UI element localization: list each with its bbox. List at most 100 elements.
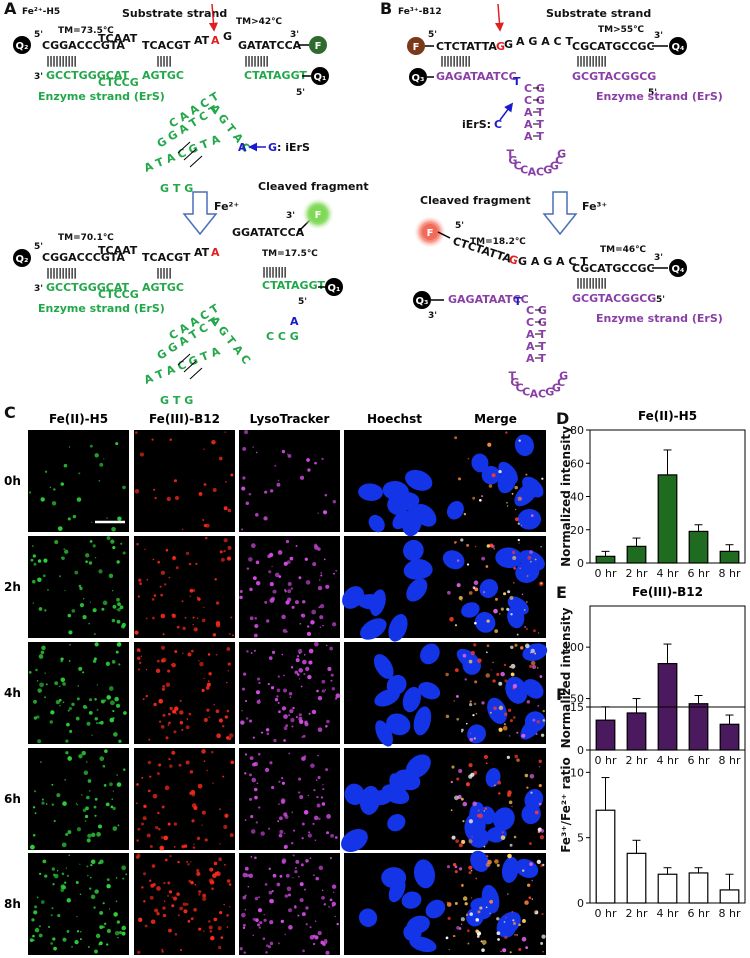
vesicle [152, 558, 155, 561]
vesicle [465, 782, 470, 787]
vesicle [290, 587, 293, 590]
vesicle [452, 935, 455, 937]
vesicle [308, 712, 311, 715]
vesicle [197, 597, 201, 601]
vesicle [78, 666, 83, 671]
vesicle [81, 750, 86, 756]
vesicle [302, 600, 306, 604]
vesicle [291, 811, 294, 814]
f: F [556, 685, 567, 704]
vesicle [260, 831, 265, 836]
pairs-right: |||||||||| [576, 54, 606, 67]
bar [719, 889, 740, 904]
vesicle [536, 859, 541, 864]
tm: TM=18.2℃ [470, 237, 526, 247]
vesicle [209, 880, 215, 885]
vesicle [460, 599, 463, 602]
vesicle [96, 832, 101, 837]
vesicle [241, 912, 246, 918]
vesicle [57, 526, 63, 531]
yticks: 100 [563, 641, 584, 654]
nucleus [474, 611, 496, 633]
vesicle [318, 865, 324, 871]
vesicle [228, 733, 234, 738]
vesicle [302, 659, 307, 665]
vesicle [167, 894, 169, 897]
label: C [4, 403, 16, 422]
vesicle [41, 798, 44, 801]
vesicle [228, 883, 232, 886]
vesicle [33, 562, 37, 566]
vesicle [164, 858, 168, 862]
vesicle [64, 778, 67, 781]
vesicle [175, 712, 178, 715]
vesicle [151, 616, 155, 620]
vesicle [524, 643, 530, 649]
vesicle [458, 595, 463, 601]
vesicle [177, 860, 180, 864]
vesicle [335, 569, 338, 572]
vesicle [49, 486, 51, 489]
vesicle [482, 590, 486, 594]
vesicle [248, 873, 254, 878]
vesicle [274, 697, 279, 702]
vesicle [256, 782, 259, 785]
vesicle [76, 827, 82, 832]
vesicle [82, 808, 87, 812]
vesicle [223, 549, 226, 553]
bar [657, 873, 678, 904]
vesicle [312, 822, 315, 825]
enz-three: 3' [34, 72, 43, 82]
vesicle [44, 470, 48, 473]
sub-bulge: TCAAT [98, 32, 138, 45]
vesicle [208, 925, 213, 930]
vesicle [201, 824, 203, 826]
vesicle [36, 896, 39, 899]
vesicle [145, 668, 148, 671]
vesicle [214, 578, 217, 581]
vesicle [486, 651, 488, 654]
categories: 6 hr [688, 567, 710, 580]
nucleus [403, 539, 424, 561]
iers-label: : iErS [277, 141, 310, 154]
vesicle [50, 710, 55, 715]
vesicle [314, 461, 317, 465]
vesicle [268, 827, 271, 830]
enz-five: 5' [656, 295, 665, 305]
vesicle [314, 920, 317, 922]
vesicle [255, 451, 258, 454]
vesicle [220, 936, 224, 939]
categories: 0 hr [595, 754, 617, 767]
vesicle [303, 888, 306, 891]
vesicle [106, 878, 110, 881]
vesicle [469, 702, 473, 707]
vesicle [540, 546, 542, 548]
vesicle [205, 536, 208, 540]
vesicle [481, 701, 485, 705]
vesicle [466, 543, 470, 547]
vesicle [151, 598, 155, 601]
vesicle [303, 810, 309, 815]
connector [183, 148, 197, 161]
rows: 8h [4, 897, 21, 911]
vesicle [32, 934, 35, 938]
vesicle [116, 597, 120, 602]
vesicle [476, 935, 480, 938]
sub-spaced: A G A C T [516, 35, 573, 48]
vesicle [243, 923, 246, 927]
vesicle [264, 767, 270, 773]
vesicle [161, 805, 165, 809]
yticks: 15 [570, 701, 584, 714]
vesicle [461, 839, 466, 844]
vesicle [472, 714, 475, 717]
vesicle [187, 920, 191, 923]
vesicle [290, 666, 294, 669]
vesicle [94, 814, 97, 817]
vesicle [106, 943, 109, 946]
vesicle [250, 652, 253, 654]
vesicle [181, 728, 184, 731]
vesicle [530, 514, 534, 517]
vesicle [287, 454, 292, 458]
vesicle [82, 671, 85, 674]
vesicle [541, 477, 544, 480]
